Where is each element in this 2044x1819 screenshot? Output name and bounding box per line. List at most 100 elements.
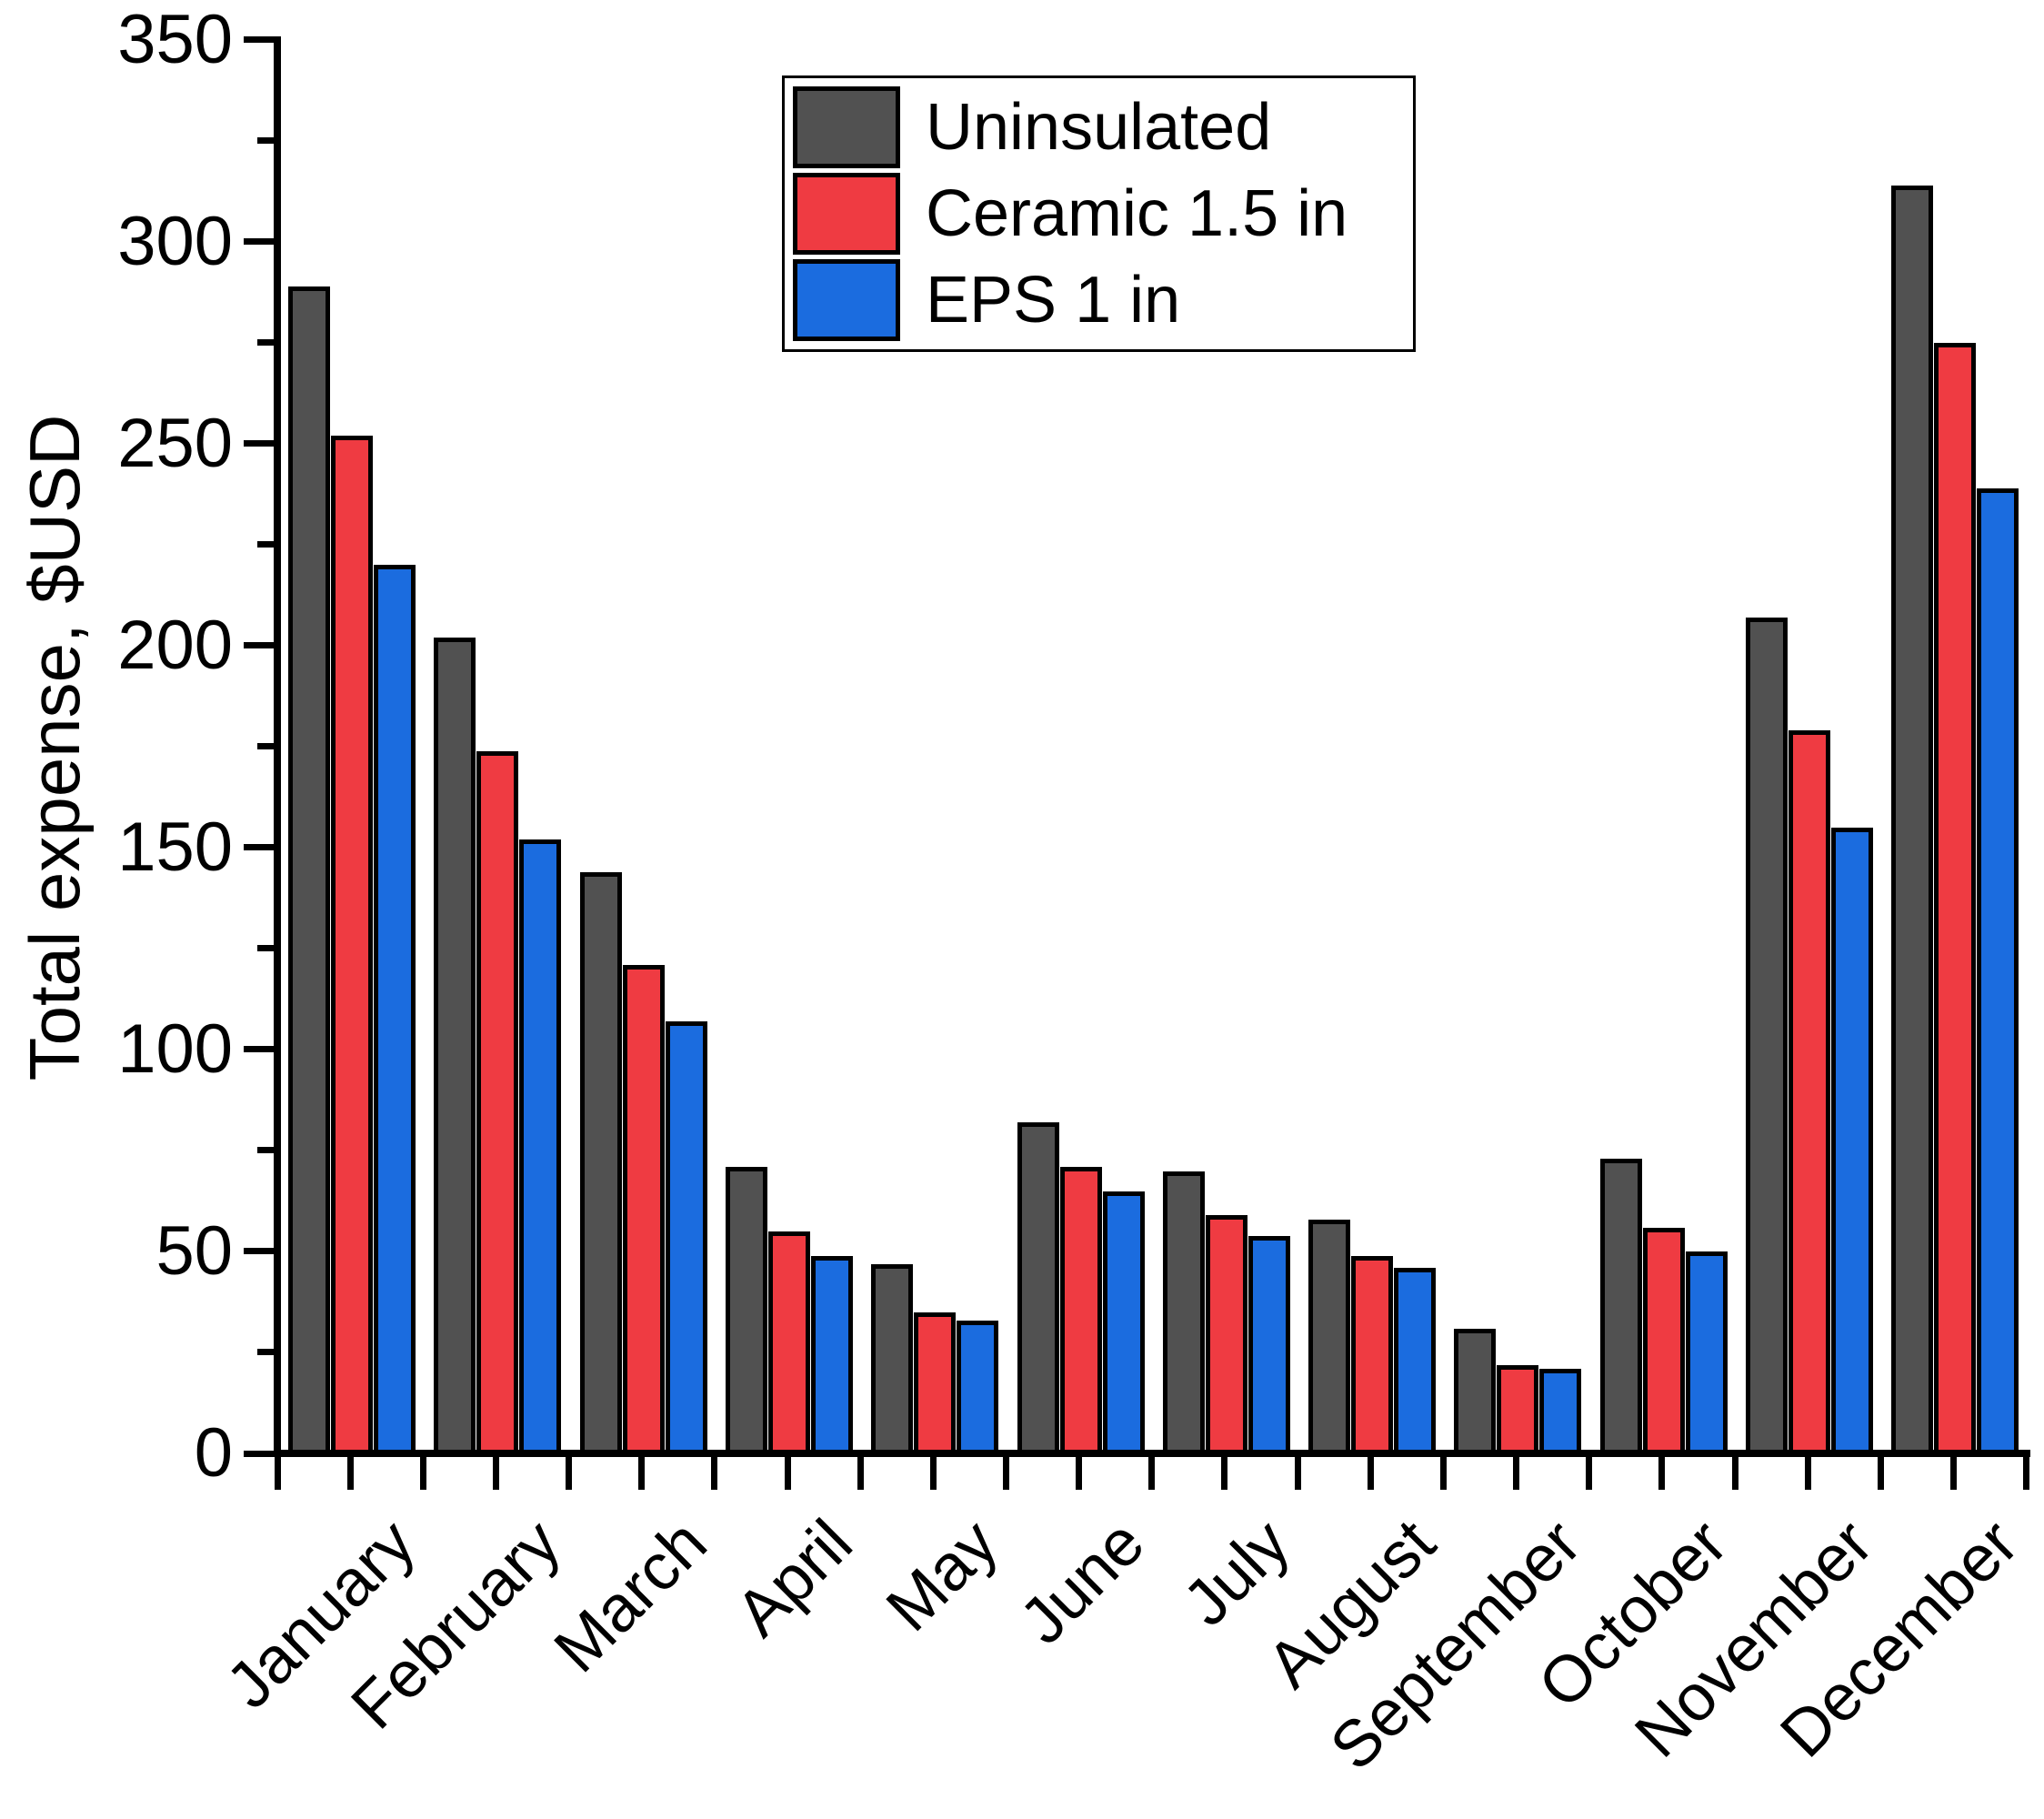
bar-eps-1-in-february <box>519 839 562 1455</box>
y-tick-label: 100 <box>117 1010 233 1088</box>
legend-label: Uninsulated <box>926 91 1272 164</box>
x-tick <box>1658 1457 1666 1490</box>
bar-ceramic-1-5-in-june <box>1059 1167 1102 1455</box>
x-tick <box>1439 1457 1447 1490</box>
x-tick <box>784 1457 791 1490</box>
y-major-tick <box>244 1450 277 1457</box>
x-tick <box>638 1457 646 1490</box>
x-tick <box>419 1457 426 1490</box>
bar-uninsulated-january <box>288 286 330 1455</box>
bar-eps-1-in-march <box>665 1021 707 1455</box>
x-tick <box>1003 1457 1009 1490</box>
x-tick <box>1731 1457 1738 1490</box>
bar-eps-1-in-november <box>1831 828 1873 1455</box>
legend-row: EPS 1 in <box>793 259 1413 341</box>
bar-ceramic-1-5-in-march <box>622 965 665 1455</box>
legend: Uninsulated Ceramic 1.5 in EPS 1 in <box>782 75 1416 352</box>
x-tick <box>1804 1457 1811 1490</box>
bar-uninsulated-november <box>1746 618 1788 1455</box>
x-category-label: May <box>873 1506 1012 1645</box>
x-tick <box>1367 1457 1374 1490</box>
legend-row: Uninsulated <box>793 86 1413 168</box>
x-tick <box>492 1457 499 1490</box>
legend-label: Ceramic 1.5 in <box>926 177 1348 250</box>
bar-uninsulated-august <box>1308 1219 1351 1455</box>
x-tick <box>1076 1457 1083 1490</box>
bar-ceramic-1-5-in-august <box>1351 1255 1394 1455</box>
x-tick <box>566 1457 573 1490</box>
bar-uninsulated-may <box>871 1263 914 1455</box>
legend-swatch-uninsulated <box>793 86 900 168</box>
legend-swatch-eps-1-in <box>793 259 900 341</box>
y-minor-tick <box>257 137 277 145</box>
y-tick-label: 50 <box>155 1211 233 1290</box>
y-minor-tick <box>257 945 277 952</box>
y-minor-tick <box>257 1349 277 1356</box>
y-major-tick <box>244 36 277 43</box>
y-minor-tick <box>257 1147 277 1154</box>
y-tick-label: 200 <box>117 606 233 684</box>
bar-ceramic-1-5-in-september <box>1497 1364 1539 1455</box>
y-axis-title: Total expense, $USD <box>15 414 95 1081</box>
bar-ceramic-1-5-in-april <box>767 1231 810 1455</box>
legend-swatch-ceramic-1-5-in <box>793 173 900 255</box>
x-tick <box>1294 1457 1301 1490</box>
x-tick <box>857 1457 864 1490</box>
x-tick <box>929 1457 937 1490</box>
bar-ceramic-1-5-in-july <box>1205 1215 1247 1455</box>
y-major-tick <box>244 440 277 447</box>
y-major-tick <box>244 1248 277 1255</box>
legend-row: Ceramic 1.5 in <box>793 173 1413 255</box>
legend-label: EPS 1 in <box>926 264 1181 337</box>
bar-eps-1-in-july <box>1247 1235 1290 1455</box>
bar-ceramic-1-5-in-may <box>914 1311 957 1455</box>
bar-uninsulated-february <box>434 638 476 1455</box>
y-minor-tick <box>257 743 277 750</box>
bar-ceramic-1-5-in-january <box>331 436 373 1455</box>
y-major-tick <box>244 238 277 246</box>
bar-eps-1-in-august <box>1394 1268 1437 1455</box>
y-tick-label: 350 <box>117 0 233 78</box>
bar-eps-1-in-may <box>957 1320 999 1455</box>
bar-uninsulated-october <box>1599 1159 1642 1455</box>
x-tick <box>1221 1457 1228 1490</box>
bar-ceramic-1-5-in-february <box>476 750 519 1455</box>
bar-uninsulated-september <box>1454 1328 1497 1455</box>
bar-eps-1-in-october <box>1685 1251 1728 1455</box>
x-tick <box>346 1457 354 1490</box>
x-tick <box>1586 1457 1593 1490</box>
bar-uninsulated-march <box>579 871 622 1455</box>
bar-eps-1-in-december <box>1977 487 2019 1455</box>
bar-ceramic-1-5-in-november <box>1788 730 1830 1455</box>
x-category-label: June <box>1006 1506 1158 1658</box>
y-major-tick <box>244 1046 277 1053</box>
x-tick <box>2023 1457 2030 1490</box>
x-tick <box>1513 1457 1520 1490</box>
y-minor-tick <box>257 339 277 347</box>
bar-ceramic-1-5-in-october <box>1642 1227 1685 1455</box>
x-tick <box>711 1457 718 1490</box>
bar-uninsulated-july <box>1162 1171 1205 1455</box>
bar-eps-1-in-september <box>1539 1369 1582 1455</box>
y-axis-line <box>274 36 281 1457</box>
x-tick <box>1877 1457 1884 1490</box>
bar-eps-1-in-january <box>374 565 416 1455</box>
y-tick-label: 250 <box>117 404 233 482</box>
x-tick <box>274 1457 281 1490</box>
y-major-tick <box>244 642 277 649</box>
bar-uninsulated-december <box>1891 185 1934 1455</box>
y-minor-tick <box>257 541 277 548</box>
bar-eps-1-in-april <box>810 1255 853 1455</box>
x-tick <box>1148 1457 1156 1490</box>
bar-ceramic-1-5-in-december <box>1934 343 1977 1455</box>
y-tick-label: 300 <box>117 202 233 280</box>
bar-uninsulated-june <box>1017 1122 1059 1455</box>
bar-uninsulated-april <box>725 1167 767 1455</box>
y-tick-label: 150 <box>117 808 233 886</box>
x-axis-line <box>274 1450 2030 1457</box>
x-category-label: April <box>722 1506 867 1651</box>
bar-eps-1-in-june <box>1102 1191 1145 1455</box>
x-category-label: March <box>540 1506 721 1687</box>
y-major-tick <box>244 844 277 851</box>
